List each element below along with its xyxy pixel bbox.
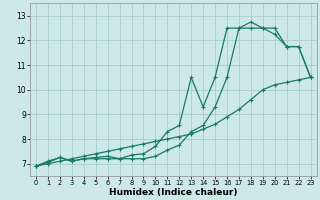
X-axis label: Humidex (Indice chaleur): Humidex (Indice chaleur): [109, 188, 237, 197]
